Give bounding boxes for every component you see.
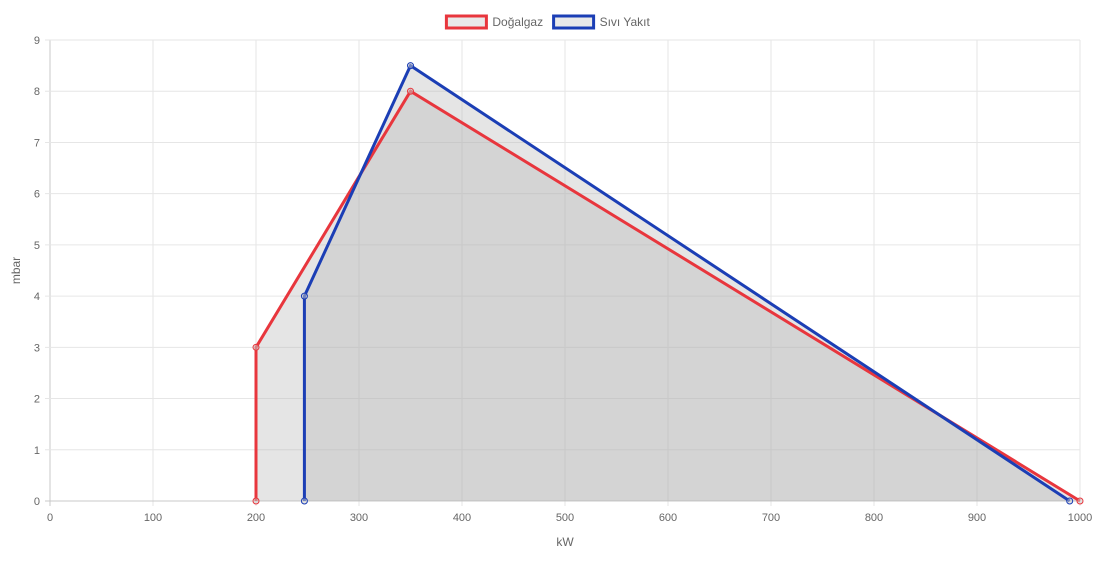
y-tick-label: 9: [34, 35, 40, 47]
x-tick-label: 1000: [1068, 512, 1092, 524]
series-line-0: [254, 89, 1081, 503]
y-tick-label: 4: [34, 291, 40, 303]
data-point[interactable]: [252, 497, 260, 505]
y-axis-title: mbar: [9, 257, 23, 284]
y-tick-label: 0: [34, 496, 40, 508]
x-tick-label: 300: [350, 512, 368, 524]
legend-label[interactable]: Sıvı Yakıt: [600, 15, 651, 29]
x-axis-title: kW: [556, 535, 574, 549]
x-tick-label: 100: [144, 512, 162, 524]
x-tick-label: 200: [247, 512, 265, 524]
y-tick-label: 3: [34, 342, 40, 354]
x-tick-label: 600: [659, 512, 677, 524]
data-point[interactable]: [407, 62, 414, 70]
y-tick-label: 7: [34, 137, 40, 149]
series-lines: [254, 63, 1081, 503]
legend: Doğalgaz Sıvı Yakıt: [444, 14, 651, 30]
x-tick-label: 400: [453, 512, 471, 524]
y-axis-ticks: 0 1 2 3 4 5 6 7 8 9: [34, 35, 40, 508]
x-tick-label: 500: [556, 512, 574, 524]
legend-swatch[interactable]: [552, 14, 596, 30]
data-point[interactable]: [252, 343, 260, 351]
y-tick-label: 1: [34, 445, 40, 457]
series-areas: [256, 65, 1080, 501]
x-tick-label: 800: [865, 512, 883, 524]
y-tick-label: 6: [34, 189, 40, 201]
y-tick-label: 2: [34, 394, 40, 406]
series-area-0: [256, 91, 1080, 501]
x-tick-label: 700: [762, 512, 780, 524]
grid: [45, 39, 1081, 506]
x-tick-label: 0: [47, 512, 53, 524]
data-point[interactable]: [1066, 497, 1074, 505]
data-point[interactable]: [1076, 497, 1084, 505]
x-tick-label: 900: [968, 512, 986, 524]
legend-swatch[interactable]: [444, 14, 488, 30]
data-point[interactable]: [300, 292, 308, 300]
series-line-1: [302, 63, 1071, 503]
x-axis-ticks: 0 100 200 300 400 500 600 700 800 900 1000: [47, 512, 1092, 524]
series-area-1: [304, 65, 1070, 501]
legend-label[interactable]: Doğalgaz: [492, 15, 543, 29]
series-points: [252, 62, 1084, 505]
y-tick-label: 5: [34, 240, 40, 252]
data-point[interactable]: [300, 497, 308, 505]
y-tick-label: 8: [34, 86, 40, 98]
data-point[interactable]: [407, 87, 414, 95]
